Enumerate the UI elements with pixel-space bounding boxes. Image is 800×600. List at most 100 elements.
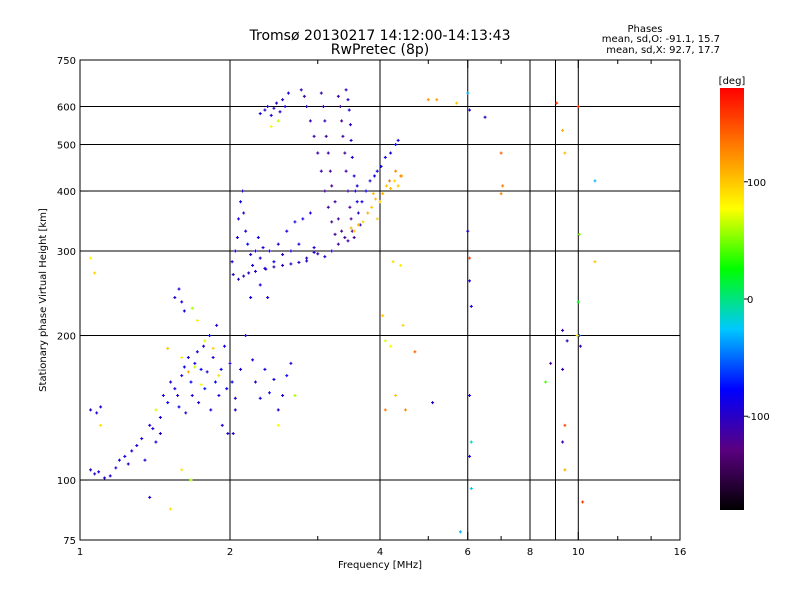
- data-point: [148, 495, 152, 499]
- data-point: [251, 358, 255, 362]
- data-point: [239, 367, 243, 371]
- data-point: [302, 94, 306, 98]
- data-point: [236, 277, 240, 281]
- data-point: [364, 189, 368, 193]
- data-point: [330, 249, 334, 253]
- data-point: [312, 134, 316, 138]
- data-point: [126, 462, 130, 466]
- scatter-points: [89, 88, 597, 534]
- data-point: [323, 189, 327, 193]
- data-point: [577, 232, 581, 236]
- data-point: [189, 380, 193, 384]
- data-point: [246, 242, 250, 246]
- data-point: [355, 184, 359, 188]
- axis-ticks: 1 2 4 6 8 10 16 75 100 200 300 400 500 600 750: [57, 56, 686, 558]
- data-point: [272, 377, 276, 381]
- data-point: [258, 396, 262, 400]
- data-point: [285, 374, 289, 378]
- data-point: [468, 454, 472, 458]
- data-point: [148, 423, 152, 427]
- data-point: [169, 507, 173, 511]
- data-point: [593, 179, 597, 183]
- data-point: [263, 108, 267, 112]
- data-point: [344, 88, 348, 92]
- data-point: [289, 262, 293, 266]
- data-point: [336, 94, 340, 98]
- data-point: [483, 115, 487, 119]
- data-point: [235, 236, 239, 240]
- data-point: [97, 470, 101, 474]
- data-point: [154, 440, 158, 444]
- data-point: [205, 370, 209, 374]
- colorbar-tick-label: -100: [747, 412, 770, 423]
- data-point: [308, 211, 312, 215]
- data-point: [349, 138, 353, 142]
- data-point: [394, 169, 398, 173]
- data-point: [244, 334, 248, 338]
- data-point: [381, 314, 385, 318]
- data-point: [253, 249, 257, 253]
- data-point: [217, 374, 221, 378]
- data-point: [391, 260, 395, 264]
- colorbar-tick-label: 100: [747, 178, 766, 189]
- data-point: [383, 339, 387, 343]
- grid-lines: [80, 60, 680, 540]
- data-point: [130, 449, 134, 453]
- data-point: [399, 263, 403, 267]
- data-point: [305, 105, 309, 109]
- data-point: [117, 458, 121, 462]
- data-point: [349, 217, 353, 221]
- data-point: [575, 334, 579, 338]
- data-point: [233, 408, 237, 412]
- chart-title: Tromsø 20130217 14:12:00-14:13:43: [249, 28, 511, 44]
- data-point: [89, 468, 93, 472]
- data-point: [213, 380, 217, 384]
- data-point: [275, 101, 279, 105]
- data-point: [182, 365, 186, 369]
- data-point: [383, 408, 387, 412]
- data-point: [356, 223, 360, 227]
- data-point: [366, 211, 370, 215]
- data-point: [166, 346, 170, 350]
- data-point: [316, 252, 320, 256]
- chart-subtitle: RwPretec (8p): [330, 42, 430, 58]
- data-point: [458, 530, 462, 534]
- data-point: [469, 487, 473, 491]
- data-point: [455, 101, 459, 105]
- data-point: [565, 339, 569, 343]
- data-point: [389, 186, 393, 190]
- data-point: [561, 367, 565, 371]
- data-point: [169, 380, 173, 384]
- y-tick-label: 100: [57, 476, 76, 487]
- data-point: [355, 200, 359, 204]
- data-point: [93, 271, 97, 275]
- data-point: [289, 361, 293, 365]
- data-point: [272, 260, 276, 264]
- data-point: [276, 119, 280, 123]
- x-axis-label: Frequency [MHz]: [338, 560, 422, 571]
- data-point: [399, 174, 403, 178]
- data-point: [403, 408, 407, 412]
- data-point: [123, 454, 127, 458]
- data-point: [242, 274, 246, 278]
- data-point: [215, 323, 219, 327]
- data-point: [371, 192, 375, 196]
- data-point: [308, 119, 312, 123]
- colorbar-ticks: 100 0 -100: [744, 178, 770, 423]
- data-point: [394, 394, 398, 398]
- data-point: [276, 423, 280, 427]
- data-point: [251, 263, 255, 267]
- data-point: [89, 408, 93, 412]
- data-point: [93, 472, 97, 476]
- data-point: [378, 200, 382, 204]
- data-point: [195, 318, 199, 322]
- data-point: [140, 437, 144, 441]
- data-point: [333, 232, 337, 236]
- data-point: [563, 423, 567, 427]
- data-point: [468, 256, 472, 260]
- data-point: [346, 98, 350, 102]
- data-point: [383, 155, 387, 159]
- data-point: [561, 328, 565, 332]
- data-point: [384, 184, 388, 188]
- data-point: [258, 112, 262, 116]
